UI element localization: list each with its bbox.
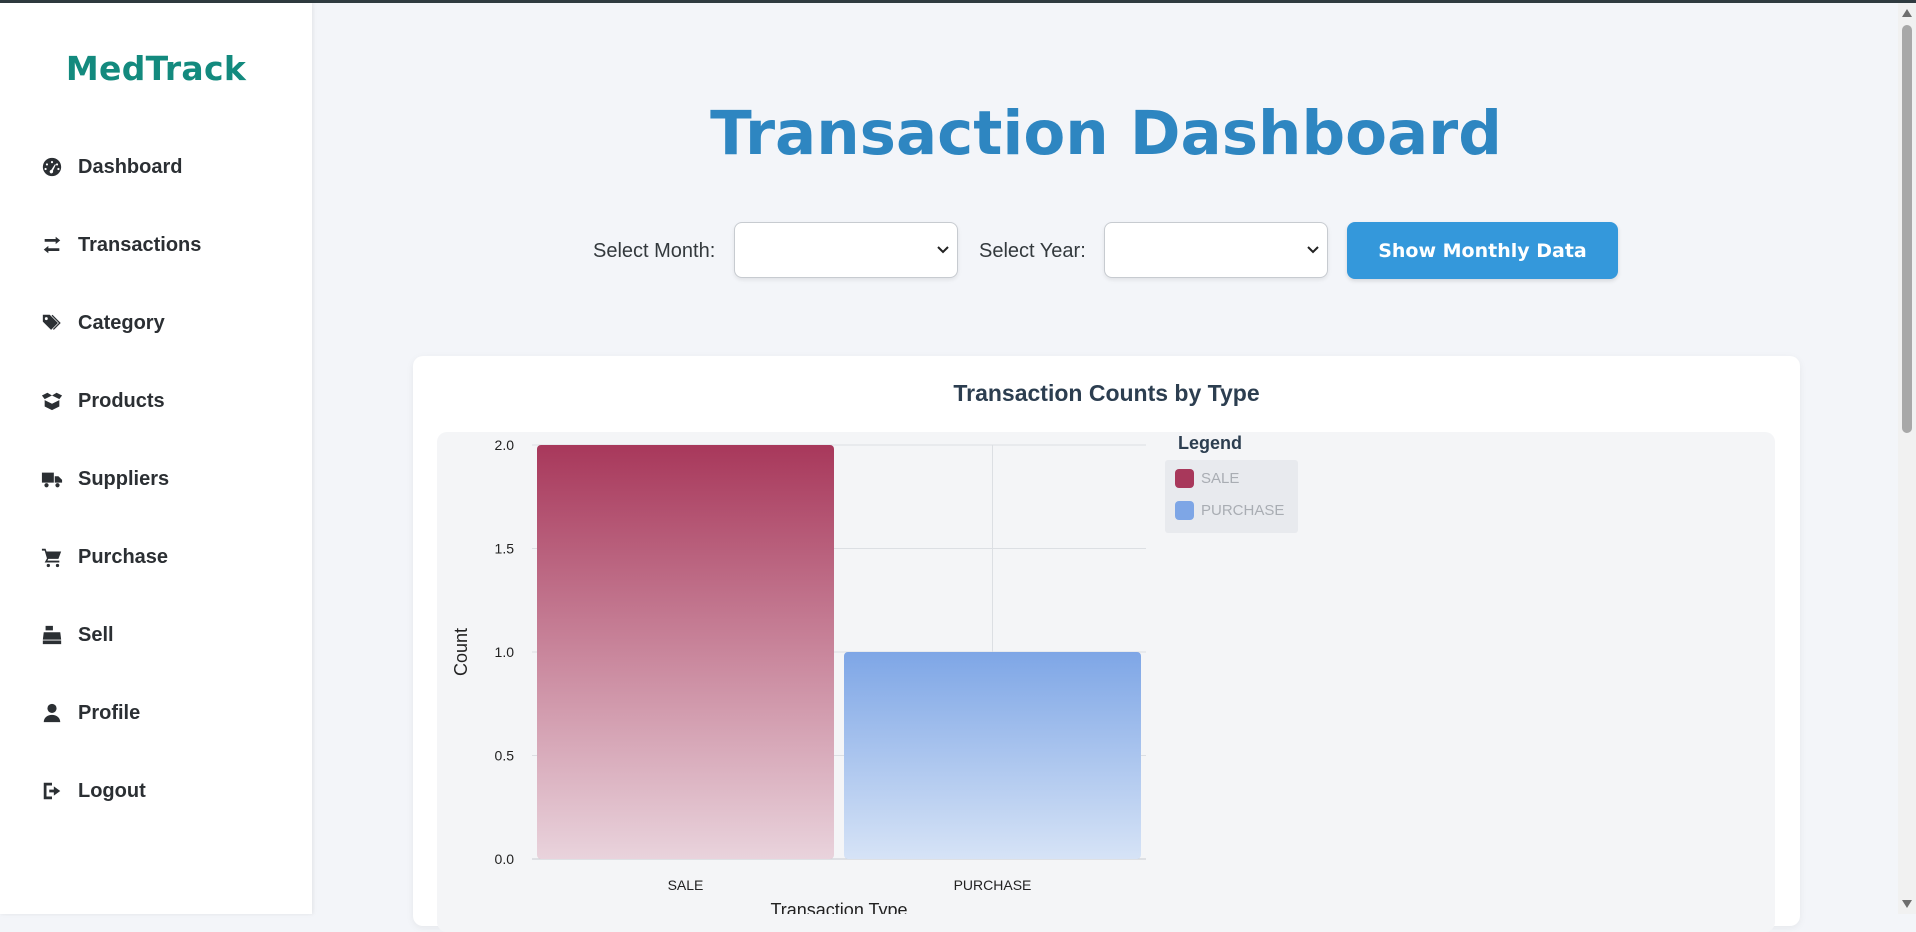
x-tick-label: SALE <box>668 877 704 893</box>
month-select[interactable] <box>734 222 958 278</box>
chart-title: Transaction Counts by Type <box>953 380 1260 406</box>
legend-item-sale[interactable]: SALE <box>1175 468 1239 488</box>
sidebar-item-label: Transactions <box>78 233 202 256</box>
sidebar-item-logout[interactable]: Logout <box>40 771 146 811</box>
scroll-thumb[interactable] <box>1902 25 1912 433</box>
legend-title: Legend <box>1178 433 1243 453</box>
cart-icon <box>40 545 64 569</box>
sidebar-item-purchase[interactable]: Purchase <box>40 537 168 577</box>
month-label: Select Month: <box>593 240 716 262</box>
truck-icon <box>40 467 64 491</box>
sidebar-item-transactions[interactable]: Transactions <box>40 225 201 265</box>
sidebar-item-label: Purchase <box>78 545 169 568</box>
sidebar-item-label: Logout <box>78 779 146 802</box>
sidebar: MedTrack Dashboard Transactions Category… <box>0 3 312 914</box>
year-select[interactable] <box>1104 222 1328 278</box>
chevron-down-icon <box>937 246 949 254</box>
legend-label: PURCHASE <box>1201 501 1285 519</box>
legend-swatch-purchase <box>1175 500 1194 520</box>
brand-logo[interactable]: MedTrack <box>65 49 247 88</box>
year-label: Select Year: <box>979 240 1086 262</box>
legend-item-purchase[interactable]: PURCHASE <box>1175 500 1284 520</box>
y-tick-label: 1.0 <box>495 644 515 660</box>
bar-purchase[interactable] <box>844 652 1141 859</box>
y-axis-title: Count <box>451 628 471 676</box>
show-monthly-data-button[interactable]: Show Monthly Data <box>1347 222 1618 279</box>
y-tick-label: 0.5 <box>495 748 515 764</box>
scroll-down-arrow-icon[interactable] <box>1902 900 1912 908</box>
vertical-scrollbar[interactable] <box>1898 3 1916 914</box>
bar-sale[interactable] <box>537 445 834 859</box>
legend-swatch-sale <box>1175 468 1194 488</box>
sidebar-item-label: Profile <box>78 701 141 724</box>
sidebar-item-sell[interactable]: Sell <box>40 615 114 655</box>
x-tick-label: PURCHASE <box>954 877 1032 893</box>
sidebar-item-label: Dashboard <box>78 155 183 178</box>
chevron-down-icon <box>1307 246 1319 254</box>
y-tick-label: 0.0 <box>495 851 515 867</box>
cash-register-icon <box>40 623 64 647</box>
tags-icon <box>40 311 64 335</box>
sidebar-item-label: Products <box>78 389 165 412</box>
sidebar-item-dashboard[interactable]: Dashboard <box>40 147 182 187</box>
gauge-icon <box>40 155 64 179</box>
user-icon <box>40 701 64 725</box>
scroll-up-arrow-icon[interactable] <box>1902 9 1912 17</box>
legend-label: SALE <box>1201 469 1240 487</box>
sidebar-item-profile[interactable]: Profile <box>40 693 140 733</box>
page-title: Transaction Dashboard <box>710 98 1502 169</box>
sign-out-icon <box>40 779 64 803</box>
y-tick-label: 1.5 <box>495 541 515 557</box>
top-border <box>0 0 1916 3</box>
sidebar-item-label: Suppliers <box>78 467 170 490</box>
sidebar-item-products[interactable]: Products <box>40 381 165 421</box>
sidebar-item-suppliers[interactable]: Suppliers <box>40 459 169 499</box>
sidebar-item-category[interactable]: Category <box>40 303 165 343</box>
sidebar-item-label: Sell <box>78 623 114 646</box>
exchange-icon <box>40 233 64 257</box>
box-open-icon <box>40 389 64 413</box>
legend: SALE PURCHASE <box>1165 460 1298 533</box>
y-tick-label: 2.0 <box>495 437 515 453</box>
x-axis-title: Transaction Type <box>770 900 907 914</box>
sidebar-item-label: Category <box>78 311 165 334</box>
